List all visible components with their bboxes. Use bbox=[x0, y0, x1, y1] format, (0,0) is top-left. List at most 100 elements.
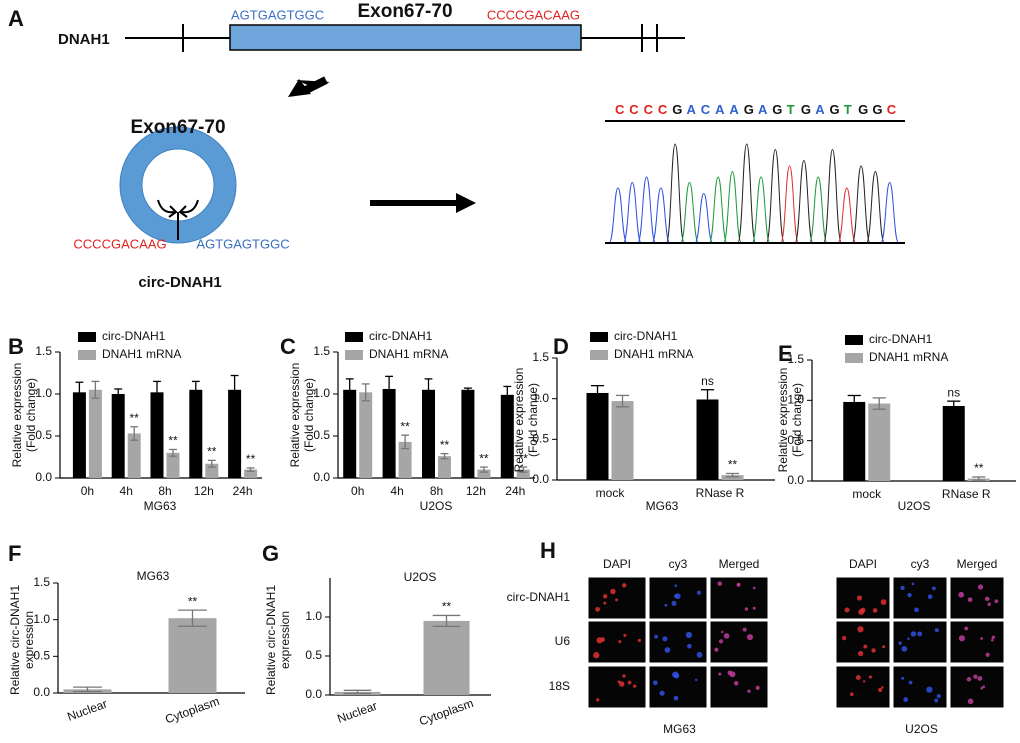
cell-signal bbox=[917, 631, 923, 637]
legend-label: circ-DNAH1 bbox=[369, 329, 433, 343]
cell-signal bbox=[714, 647, 719, 652]
cell-signal bbox=[982, 685, 986, 689]
significance-label: ** bbox=[728, 458, 738, 472]
chromatogram-peak bbox=[608, 187, 628, 244]
chromatogram-peak bbox=[794, 159, 814, 244]
error-bar bbox=[169, 448, 177, 457]
bar bbox=[868, 403, 891, 481]
panel-letter: A bbox=[8, 6, 24, 31]
cell-signal bbox=[696, 590, 702, 595]
chromatogram-peak bbox=[708, 176, 728, 244]
arrow-head bbox=[288, 79, 311, 97]
bar bbox=[166, 452, 180, 478]
arrow-head bbox=[456, 193, 476, 213]
y-tick-label: 0.0 bbox=[305, 687, 322, 701]
x-tick-label: 24h bbox=[233, 484, 253, 498]
error-bar bbox=[130, 426, 139, 441]
cell-signal bbox=[664, 647, 671, 653]
bar bbox=[88, 389, 102, 478]
junction-arrow bbox=[178, 205, 188, 218]
cell-signal bbox=[662, 636, 668, 642]
x-tick-label: 24h bbox=[505, 484, 525, 498]
chromatogram-peak bbox=[851, 165, 871, 244]
y-axis-title: (Fold change) bbox=[790, 383, 804, 457]
cell-line-label: U2OS bbox=[905, 722, 938, 736]
error-bar bbox=[700, 389, 715, 410]
x-axis-title: U2OS bbox=[420, 499, 453, 513]
x-tick-label: mock bbox=[852, 487, 882, 501]
legend-swatch bbox=[590, 332, 608, 342]
exon-label: Exon67-70 bbox=[130, 117, 225, 138]
cell-signal bbox=[637, 638, 642, 643]
chromatogram-peak bbox=[837, 187, 857, 244]
error-bar bbox=[114, 388, 123, 400]
cell-signal bbox=[977, 584, 984, 590]
cell-signal bbox=[967, 597, 973, 603]
column-label: Merged bbox=[957, 557, 998, 571]
cell-signal bbox=[673, 695, 679, 701]
column-label: DAPI bbox=[603, 557, 631, 571]
micrograph bbox=[892, 665, 948, 709]
bar bbox=[477, 469, 491, 478]
bar bbox=[942, 405, 965, 481]
panel-letter: E bbox=[778, 341, 793, 366]
cell-signal bbox=[958, 591, 965, 598]
cell-signal bbox=[755, 685, 760, 690]
cell-signal bbox=[727, 670, 733, 676]
bar bbox=[382, 388, 396, 478]
cell-signal bbox=[878, 687, 883, 692]
cell-signal bbox=[977, 676, 983, 681]
y-tick-label: 0.5 bbox=[313, 428, 330, 442]
y-tick-label: 0.0 bbox=[532, 472, 549, 486]
chromatogram-peak bbox=[808, 176, 828, 244]
cell-signal bbox=[654, 634, 659, 639]
y-axis-title: (Fold change) bbox=[302, 378, 316, 452]
bar bbox=[72, 392, 86, 478]
cell-signal bbox=[718, 639, 724, 644]
x-axis-title: U2OS bbox=[898, 499, 931, 513]
cell-signal bbox=[862, 680, 866, 683]
micrograph bbox=[835, 576, 891, 620]
error-bar bbox=[615, 394, 630, 408]
cell-signal bbox=[652, 680, 658, 686]
error-bar bbox=[207, 459, 216, 468]
legend-swatch bbox=[78, 332, 96, 342]
chromatogram-peak bbox=[622, 181, 642, 244]
bar bbox=[359, 392, 373, 478]
significance-label: ** bbox=[207, 445, 217, 459]
x-tick-label: 8h bbox=[158, 484, 171, 498]
x-axis-title: MG63 bbox=[646, 499, 679, 513]
cell-signal bbox=[964, 626, 969, 631]
x-tick-label: 4h bbox=[390, 484, 403, 498]
cell-signal bbox=[901, 645, 908, 652]
cell-signal bbox=[603, 601, 607, 605]
bar bbox=[611, 401, 634, 480]
chromatogram-peak bbox=[765, 148, 785, 244]
junction-arrow bbox=[168, 205, 178, 218]
chromatogram bbox=[608, 143, 900, 244]
sequence-label: AGTGAGTGGC bbox=[196, 236, 289, 251]
micrograph bbox=[587, 665, 647, 709]
cell-signal bbox=[694, 678, 698, 682]
y-tick-label: 0.5 bbox=[787, 433, 804, 447]
column-label: DAPI bbox=[849, 557, 877, 571]
error-bar bbox=[153, 380, 161, 404]
y-tick-label: 1.5 bbox=[313, 344, 330, 358]
significance-label: ** bbox=[168, 434, 178, 448]
bar bbox=[228, 389, 242, 478]
error-bar bbox=[385, 375, 393, 403]
bar bbox=[150, 392, 164, 478]
y-axis-title: Relative expression bbox=[288, 363, 302, 468]
cell-signal bbox=[991, 635, 996, 640]
legend-swatch bbox=[78, 350, 96, 360]
micrograph bbox=[648, 665, 708, 709]
error-bar bbox=[480, 466, 488, 473]
error-bar bbox=[464, 387, 472, 393]
significance-label: ** bbox=[974, 461, 984, 475]
bar bbox=[843, 401, 866, 481]
cell-signal bbox=[898, 641, 902, 645]
x-tick-label: Nuclear bbox=[335, 699, 379, 726]
cell-signal bbox=[858, 650, 864, 657]
cell-signal bbox=[622, 674, 626, 678]
cell-signal bbox=[987, 602, 991, 606]
